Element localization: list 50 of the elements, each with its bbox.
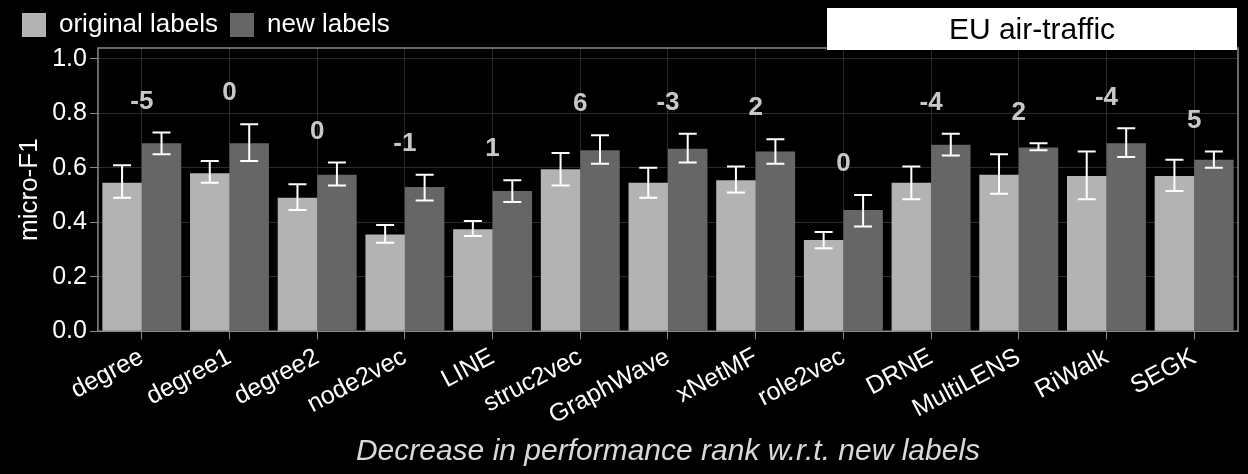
bar — [404, 186, 445, 331]
bar — [1018, 147, 1059, 331]
annotation: 6 — [573, 87, 588, 118]
annotation: -1 — [393, 126, 417, 157]
bar — [667, 148, 708, 331]
bar — [1154, 176, 1195, 331]
bar — [317, 174, 357, 331]
annotation: 0 — [222, 76, 237, 107]
title-panel: EU air-traffic — [827, 8, 1237, 50]
annotation: 0 — [836, 147, 851, 178]
bar — [580, 150, 620, 331]
bar — [716, 180, 756, 331]
y-tick-label: 0.8 — [52, 97, 87, 126]
bar — [540, 169, 581, 331]
y-tick-label: 1.0 — [52, 42, 87, 71]
annotation: 0 — [309, 114, 325, 145]
y-tick-label: 0.4 — [52, 206, 88, 235]
bar — [628, 182, 668, 331]
bar — [102, 182, 142, 331]
bar — [803, 240, 844, 331]
annotation: 5 — [1186, 103, 1202, 134]
y-tick-label: 0.0 — [52, 315, 87, 344]
bar — [141, 143, 182, 331]
y-tick-label: 0.6 — [52, 151, 87, 180]
y-tick-label: 0.2 — [52, 260, 87, 289]
bar — [1106, 143, 1146, 331]
bar — [229, 143, 269, 331]
annotation: 2 — [1011, 95, 1026, 126]
legend-label: new labels — [266, 8, 390, 39]
bar — [843, 210, 883, 331]
bar — [755, 151, 796, 331]
bar — [891, 182, 932, 331]
bar — [453, 229, 493, 331]
y-axis-title: micro-F1 — [12, 138, 43, 241]
bar — [931, 144, 971, 331]
x-axis-title: Decrease in performance rank w.r.t. new labels — [355, 433, 981, 467]
annotation: -5 — [130, 84, 154, 115]
annotation: -3 — [656, 85, 680, 116]
bar — [979, 174, 1019, 331]
bar — [1194, 159, 1234, 331]
annotation: 1 — [485, 132, 500, 163]
bar — [365, 234, 405, 331]
bar — [492, 191, 533, 331]
bar — [277, 197, 318, 331]
annotation: -4 — [1094, 80, 1119, 111]
bar — [1066, 176, 1107, 331]
annotation: -4 — [919, 85, 944, 116]
legend-label: original labels — [59, 8, 218, 39]
bar — [190, 173, 230, 331]
annotation: 2 — [748, 91, 763, 122]
